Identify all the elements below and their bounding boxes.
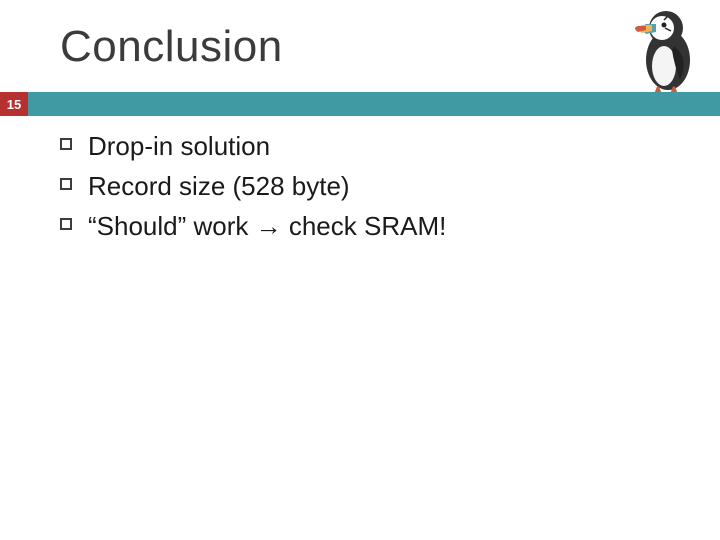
header-bar: 15 xyxy=(0,92,720,116)
puffin-icon xyxy=(624,6,706,102)
content-area: Drop-in solution Record size (528 byte) … xyxy=(60,130,680,249)
square-bullet-icon xyxy=(60,178,72,190)
list-item: “Should” work → check SRAM! xyxy=(60,210,680,244)
accent-bar xyxy=(28,92,720,116)
square-bullet-icon xyxy=(60,138,72,150)
title-area: Conclusion xyxy=(0,0,720,72)
list-item: Drop-in solution xyxy=(60,130,680,164)
bullet-text: Record size (528 byte) xyxy=(88,170,350,204)
square-bullet-icon xyxy=(60,218,72,230)
page-title: Conclusion xyxy=(60,22,720,72)
bullet-list: Drop-in solution Record size (528 byte) … xyxy=(60,130,680,243)
bullet-text: “Should” work → check SRAM! xyxy=(88,210,446,244)
bullet-text: Drop-in solution xyxy=(88,130,270,164)
slide: Conclusion xyxy=(0,0,720,540)
list-item: Record size (528 byte) xyxy=(60,170,680,204)
puffin-logo xyxy=(624,6,706,102)
page-number-badge: 15 xyxy=(0,92,28,116)
